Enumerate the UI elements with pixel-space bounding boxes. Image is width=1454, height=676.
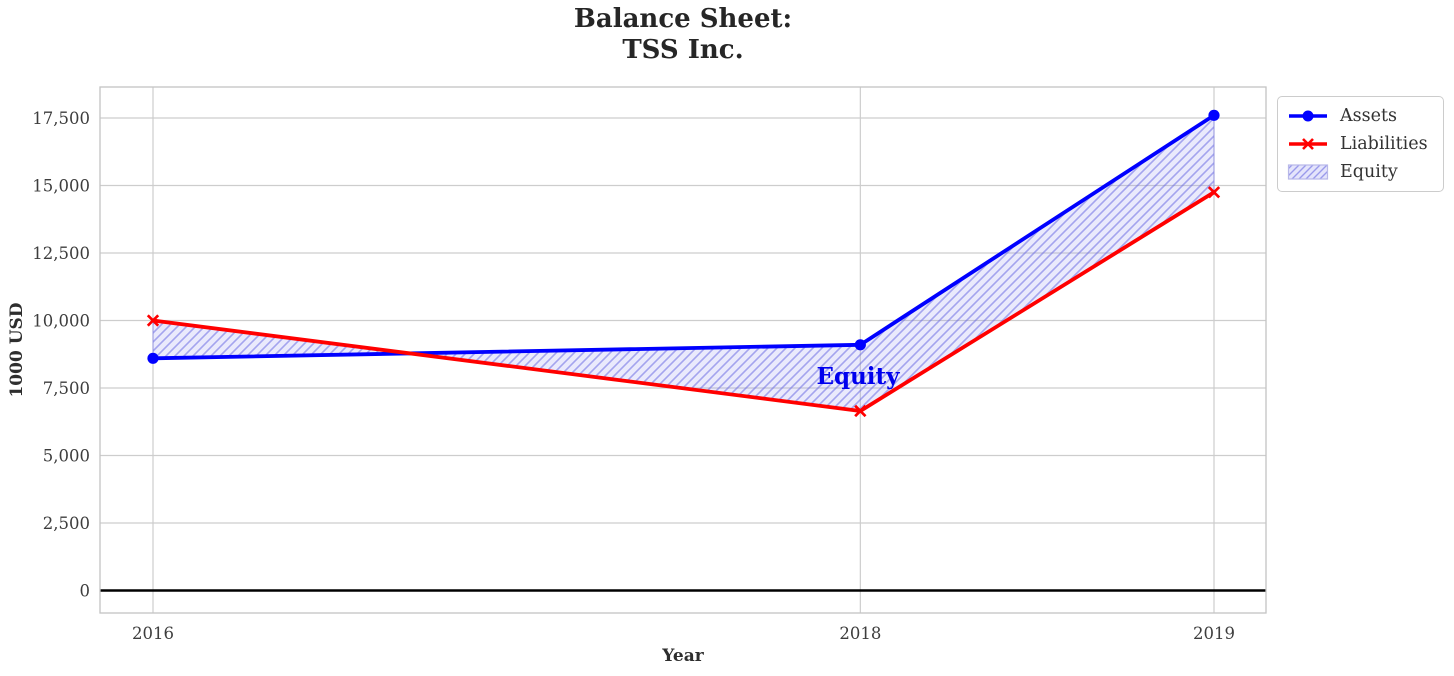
liabilities-line-icon	[1289, 138, 1327, 150]
chart-title-line1: Balance Sheet:	[573, 4, 793, 34]
assets-marker	[854, 339, 866, 351]
equity-patch-icon	[1287, 164, 1329, 180]
legend-label-liabilities: Liabilities	[1340, 134, 1428, 154]
legend-item-liabilities: Liabilities	[1287, 130, 1434, 158]
legend-label-equity: Equity	[1340, 162, 1398, 182]
equity-annotation: Equity	[816, 363, 900, 390]
legend: Assets Liabilities Equity	[1277, 96, 1444, 192]
plot-border	[99, 86, 1267, 614]
chart-title: Balance Sheet: TSS Inc.	[100, 4, 1266, 66]
y-tick-label: 0	[80, 581, 91, 600]
chart-title-line2: TSS Inc.	[622, 35, 744, 65]
y-tick-label: 10,000	[32, 311, 90, 330]
assets-marker	[147, 352, 159, 364]
y-tick-label: 12,500	[32, 244, 90, 263]
liabilities-marker	[1207, 186, 1221, 199]
assets-marker	[1208, 109, 1220, 121]
y-tick-label: 5,000	[43, 446, 90, 465]
liabilities-marker	[146, 314, 160, 327]
x-axis-label: Year	[662, 646, 704, 666]
y-tick-label: 7,500	[43, 379, 90, 398]
assets-line-icon	[1289, 110, 1327, 122]
legend-item-assets: Assets	[1287, 102, 1434, 130]
y-tick-label: 2,500	[43, 514, 90, 533]
x-tick-label: 2019	[1193, 624, 1235, 643]
x-tick-label: 2018	[839, 624, 881, 643]
y-tick-label: 15,000	[32, 176, 90, 195]
x-tick-label: 2016	[132, 624, 174, 643]
equity-area	[152, 114, 1215, 412]
legend-label-assets: Assets	[1340, 106, 1397, 126]
liabilities-marker	[854, 404, 867, 418]
y-tick-label: 17,500	[32, 109, 90, 128]
legend-item-equity: Equity	[1287, 158, 1434, 186]
